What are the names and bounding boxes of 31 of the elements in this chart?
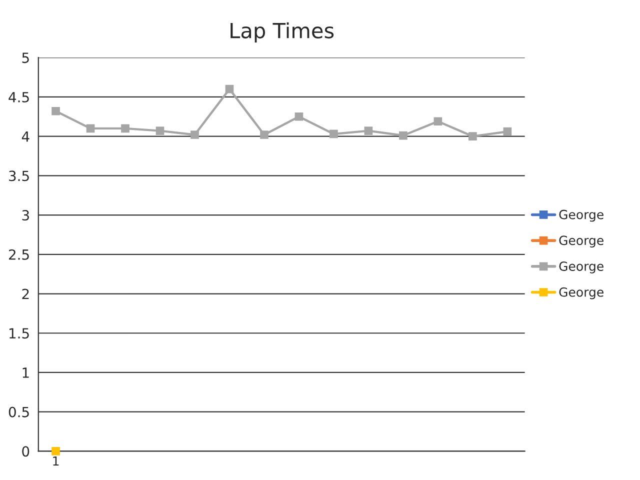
point [260, 130, 268, 139]
point [86, 124, 95, 133]
point [434, 117, 442, 126]
point [503, 127, 512, 136]
point [330, 130, 338, 138]
y-tick-label: 0 [22, 446, 30, 457]
point [364, 126, 373, 135]
y-tick-label: 2 [22, 288, 29, 300]
legend-label: George [559, 210, 604, 222]
point [225, 84, 234, 94]
y-tick-label: 5 [22, 52, 29, 64]
y-tick-label: 3 [22, 210, 29, 221]
point [121, 124, 130, 133]
legend-label: George [559, 236, 604, 248]
point [52, 447, 60, 456]
point [156, 126, 164, 135]
y-tick-label: 1.5 [10, 328, 29, 339]
point [468, 132, 477, 140]
point [399, 131, 408, 140]
chart-title: Lap Times [230, 22, 334, 42]
y-tick-label: 0.5 [8, 406, 29, 418]
y-tick-label: 3.5 [9, 170, 29, 182]
y-tick-label: 1 [22, 368, 29, 378]
legend-label: George [559, 261, 604, 274]
point [52, 106, 60, 116]
y-tick-label: 2.5 [8, 249, 29, 260]
point [190, 130, 199, 139]
y-tick-label: 4 [22, 131, 30, 142]
legend-label: George [559, 287, 604, 300]
y-tick-label: 4.5 [8, 92, 29, 102]
point [294, 112, 304, 121]
